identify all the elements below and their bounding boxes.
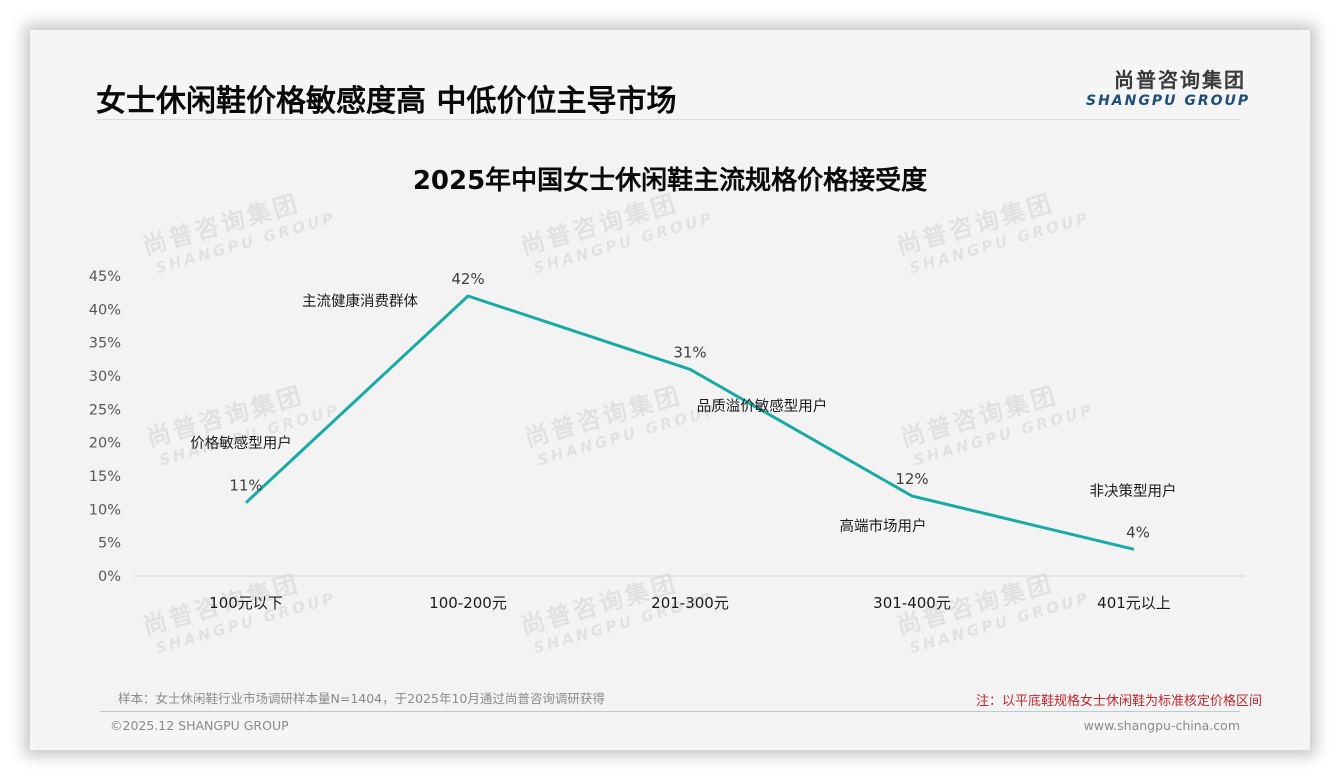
y-tick-label: 40% (89, 302, 121, 318)
segment-annotation: 品质溢价敏感型用户 (697, 398, 828, 415)
line-chart: 0% 5% 10% 15% 20% 25% 30% 35% 40% 45% 100元以下 100-2… (89, 269, 1245, 612)
x-tick-label: 100-200元 (429, 594, 507, 612)
logo-en-text: SHANGPU GROUP (1086, 93, 1251, 109)
y-tick-label: 15% (89, 469, 121, 485)
note-footnote: 注：以平底鞋规格女士休闲鞋为标准核定价格区间 (975, 694, 1262, 709)
segment-annotation: 非决策型用户 (1090, 483, 1177, 500)
y-tick-label: 35% (89, 336, 121, 352)
data-value-label: 31% (673, 343, 706, 361)
website-link[interactable]: www.shangpu-china.com (1083, 718, 1240, 733)
copyright: ©2025.12 SHANGPU GROUP (110, 718, 289, 733)
y-tick-label: 5% (98, 536, 121, 552)
y-tick-label: 25% (89, 402, 121, 418)
data-value-label: 11% (229, 477, 262, 495)
y-axis: 0% 5% 10% 15% 20% 25% 30% 35% 40% 45% (89, 269, 121, 585)
x-tick-label: 301-400元 (873, 594, 951, 612)
y-tick-label: 20% (89, 436, 121, 452)
slide: 女士休闲鞋价格敏感度高 中低价位主导市场 尚普咨询集团 SHANGPU GROU… (30, 30, 1310, 750)
logo-cn-text: 尚普咨询集团 (1114, 68, 1246, 92)
data-value-label: 42% (451, 270, 484, 288)
header-divider (96, 119, 1240, 120)
x-axis: 100元以下 100-200元 201-300元 301-400元 401元以上 (209, 594, 1171, 612)
data-line (244, 294, 1135, 551)
data-value-label: 4% (1126, 523, 1150, 541)
value-labels: 11% 42% 31% 12% 4% (229, 270, 1150, 541)
segment-annotation: 价格敏感型用户 (190, 435, 292, 452)
page-title: 女士休闲鞋价格敏感度高 中低价位主导市场 (96, 84, 677, 119)
segment-annotation: 高端市场用户 (840, 518, 927, 535)
chart-title: 2025年中国女士休闲鞋主流规格价格接受度 (412, 166, 928, 196)
y-tick-label: 30% (89, 369, 121, 385)
sample-footnote: 样本：女士休闲鞋行业市场调研样本量N=1404，于2025年10月通过尚普咨询调… (118, 691, 605, 706)
x-tick-label: 401元以上 (1097, 594, 1171, 612)
x-tick-label: 100元以下 (209, 594, 283, 612)
y-tick-label: 10% (89, 502, 121, 518)
data-value-label: 12% (895, 470, 928, 488)
header-band (30, 30, 1310, 120)
segment-annotation: 主流健康消费群体 (302, 293, 418, 310)
logo: 尚普咨询集团 SHANGPU GROUP (1086, 64, 1251, 109)
y-tick-label: 45% (89, 269, 121, 285)
x-tick-label: 201-300元 (651, 594, 729, 612)
footer-divider (100, 711, 1240, 712)
y-tick-label: 0% (98, 569, 121, 585)
footer-band (30, 712, 1310, 750)
